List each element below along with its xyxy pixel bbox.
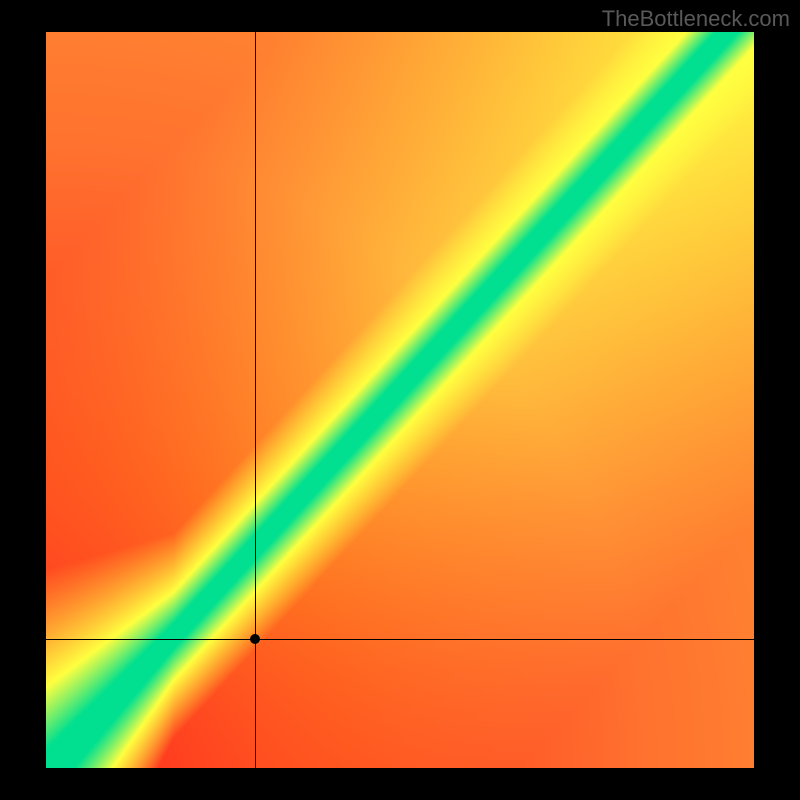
- watermark-text: TheBottleneck.com: [602, 6, 790, 32]
- crosshair-vertical: [255, 32, 256, 768]
- heatmap-canvas: [46, 32, 754, 768]
- crosshair-marker: [250, 634, 260, 644]
- heatmap-plot: [46, 32, 754, 768]
- crosshair-horizontal: [46, 639, 754, 640]
